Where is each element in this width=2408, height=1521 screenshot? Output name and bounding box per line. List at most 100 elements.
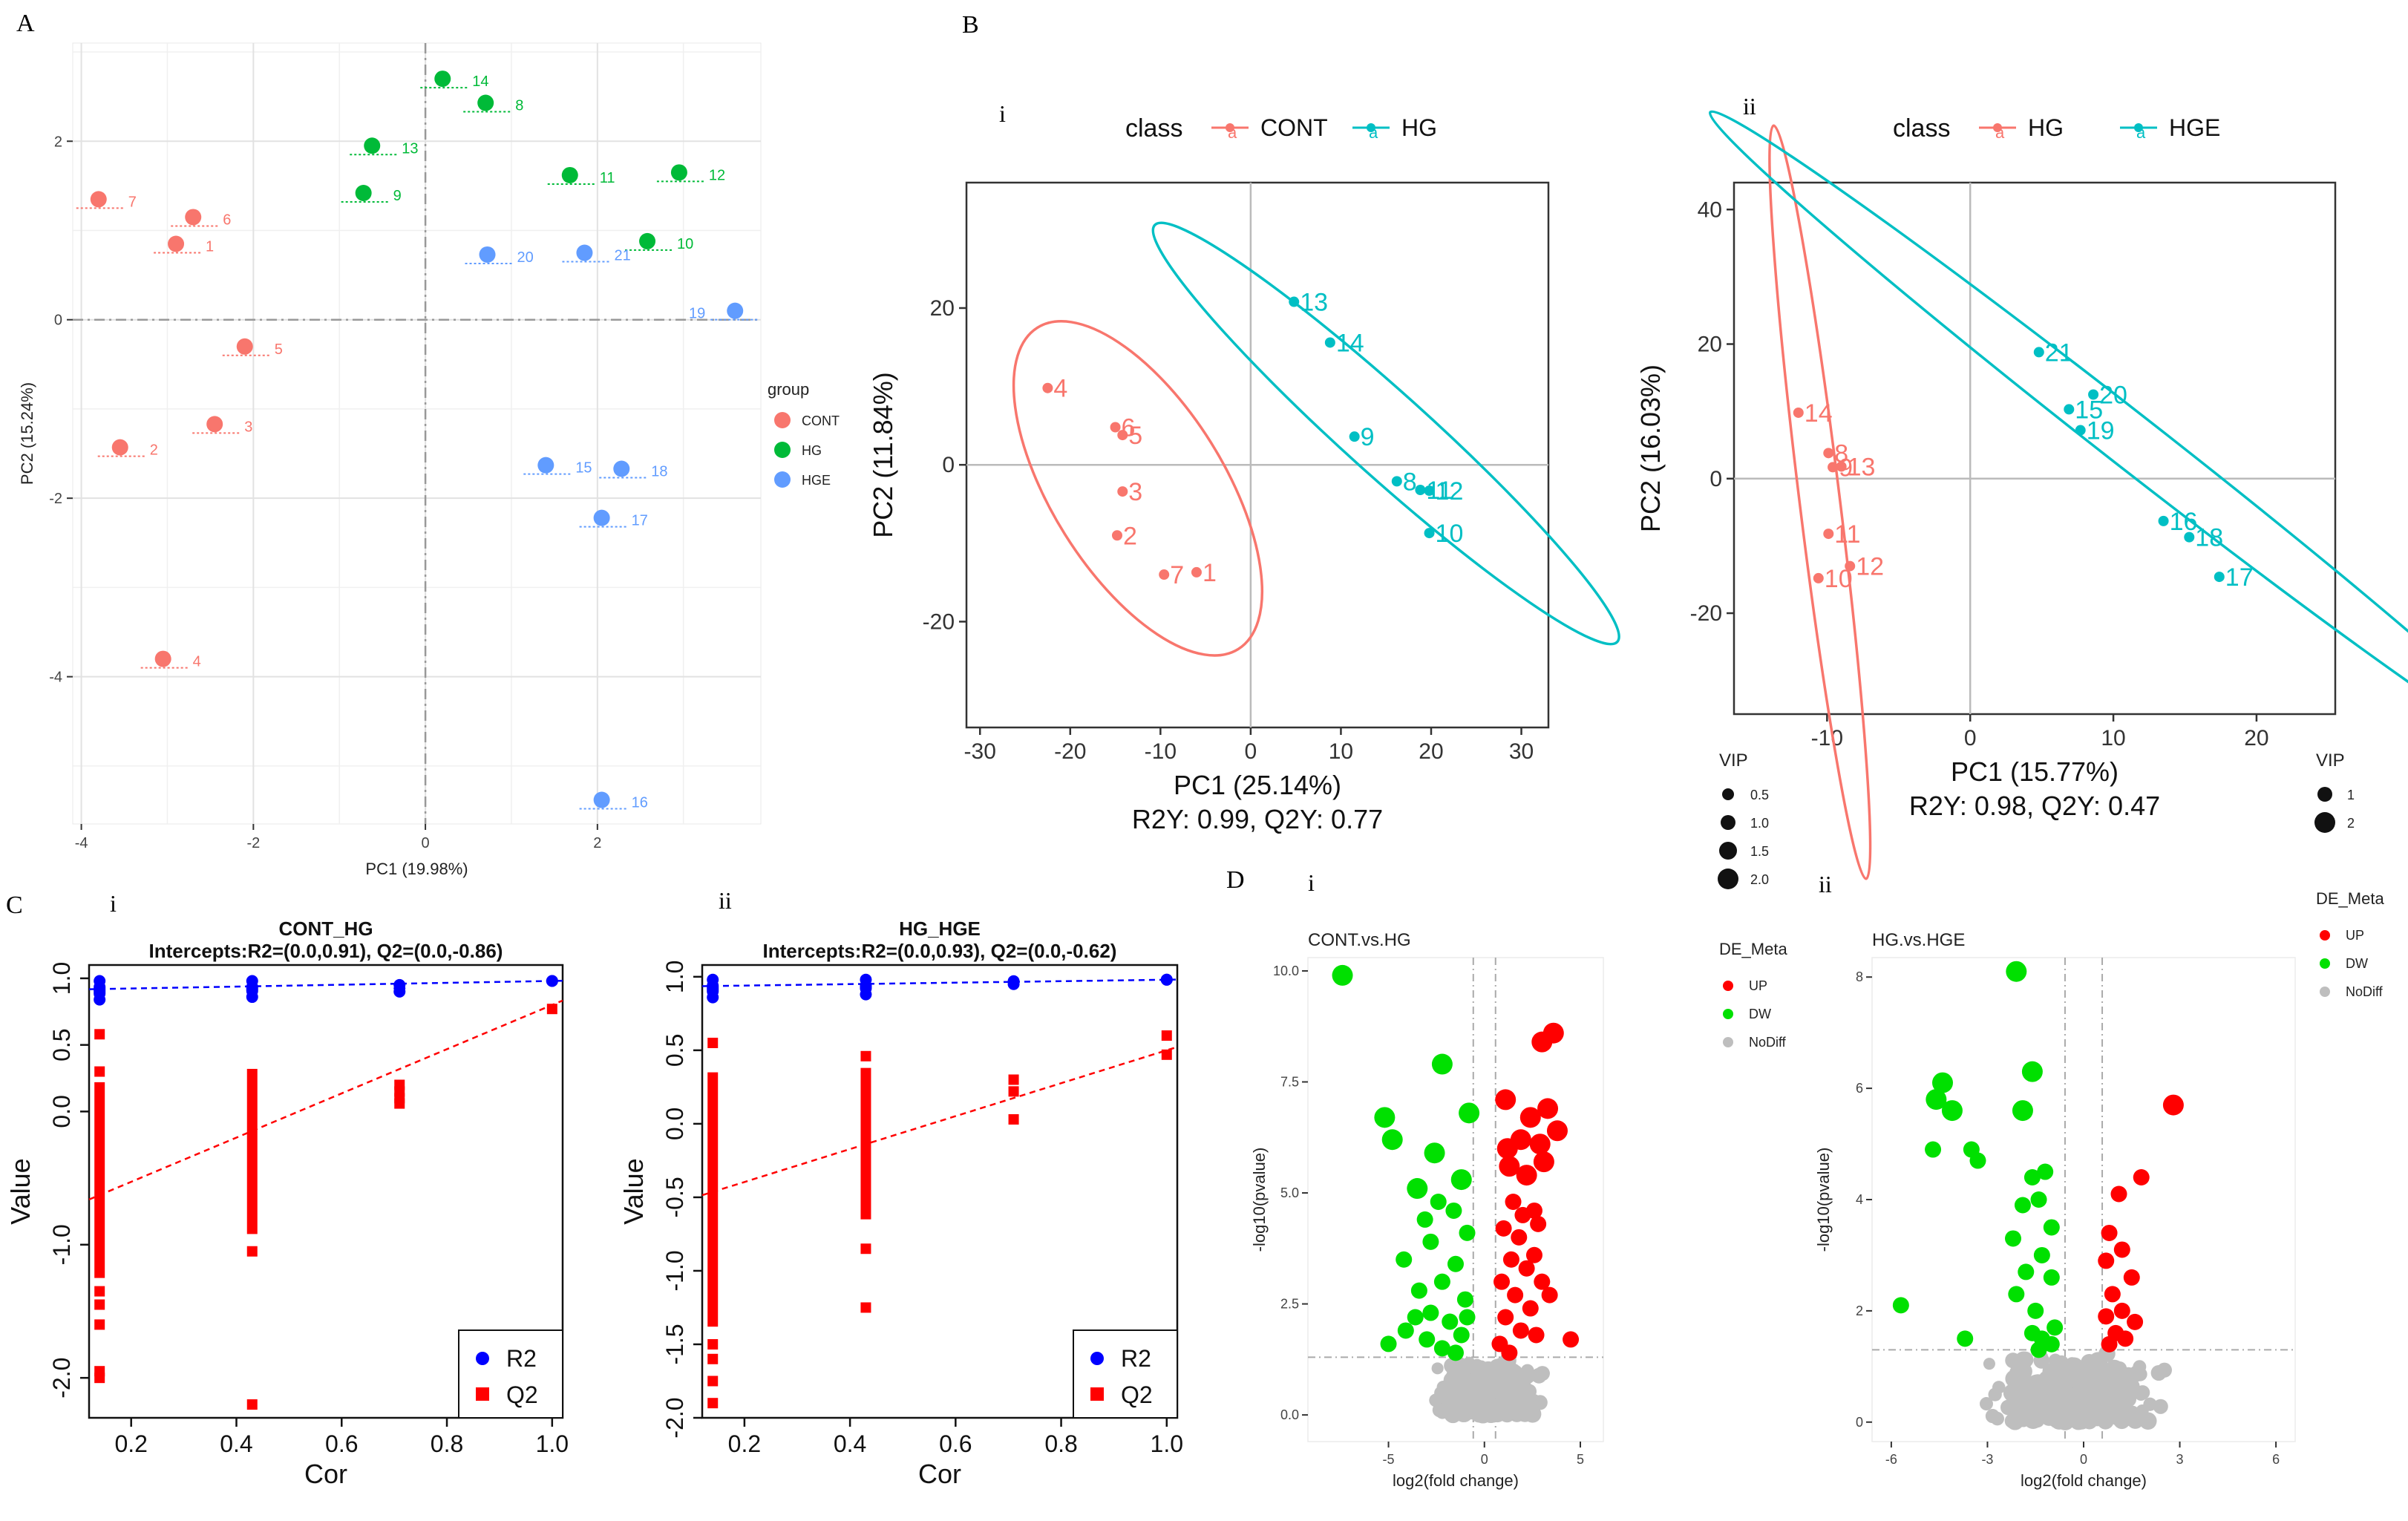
legend-box-Ci bbox=[458, 1329, 563, 1419]
point-label-Bi: 2 bbox=[1123, 522, 1137, 550]
legend-label-Cii: Q2 bbox=[1121, 1381, 1153, 1408]
x-tick-label-Ci: 0.6 bbox=[325, 1430, 358, 1457]
sublabel-b-i: i bbox=[999, 100, 1006, 127]
dw-point-Dii bbox=[2030, 1341, 2047, 1358]
q2-point-Cii bbox=[860, 1050, 871, 1062]
r2-point-Ci bbox=[94, 975, 106, 987]
dw-point-Di bbox=[1431, 1053, 1453, 1075]
dw-point-Di bbox=[1453, 1327, 1470, 1344]
up-point-Dii bbox=[2101, 1224, 2118, 1241]
point-Bii-12 bbox=[1845, 560, 1856, 572]
up-point-Dii bbox=[2098, 1252, 2115, 1269]
dw-point-Di bbox=[1332, 964, 1353, 986]
dw-point-Di bbox=[1450, 1169, 1472, 1191]
x-tick-label-a: 2 bbox=[593, 835, 601, 851]
point-label-Bi: 10 bbox=[1436, 520, 1464, 548]
x-tick-label-Ci: 0.8 bbox=[431, 1430, 463, 1457]
legend-label-a: CONT bbox=[802, 413, 840, 428]
q2-point-Cii bbox=[707, 1398, 719, 1409]
sublabel-d-ii: ii bbox=[1819, 871, 1832, 897]
dw-point-Dii bbox=[1941, 1100, 1963, 1122]
y-tick-label-Dii: 0 bbox=[1856, 1415, 1863, 1430]
legend-key-r2-Ci bbox=[476, 1352, 489, 1365]
up-point-Di bbox=[1499, 1156, 1520, 1177]
dw-point-Di bbox=[1422, 1304, 1439, 1321]
y-axis-label-Dii: -log10(pvalue) bbox=[1814, 1148, 1833, 1252]
legend-dot-Bii bbox=[2134, 123, 2143, 132]
point-label-a: 2 bbox=[150, 442, 158, 459]
y-tick-label-Cii: -1.5 bbox=[661, 1324, 688, 1364]
dw-point-Di bbox=[1380, 1335, 1397, 1352]
y-tick-label-Cii: 1.0 bbox=[661, 961, 688, 993]
dw-point-Di bbox=[1422, 1233, 1439, 1250]
q2-point-Cii bbox=[860, 1302, 871, 1313]
point-a-13 bbox=[364, 137, 381, 154]
nodiff-point-Di bbox=[1442, 1382, 1461, 1401]
nodiff-point-Dii bbox=[2017, 1415, 2030, 1427]
point-a-20 bbox=[479, 246, 496, 263]
point-label-Bii: 16 bbox=[2170, 508, 2198, 536]
nodiff-point-Dii bbox=[2112, 1395, 2130, 1414]
x-axis-label-Bii: PC1 (15.77%) bbox=[1951, 756, 2119, 787]
de-legend-title-Dii: DE_Meta bbox=[2316, 889, 2384, 908]
point-label-a: 13 bbox=[402, 140, 418, 157]
dw-point-Di bbox=[1416, 1211, 1433, 1228]
r2-regression-line-Cii bbox=[701, 978, 1178, 987]
x-tick-label-Bi: 30 bbox=[1509, 739, 1534, 764]
legend-label-Bii: HGE bbox=[2169, 114, 2220, 141]
dw-point-Di bbox=[1381, 1129, 1403, 1151]
q2-point-Ci bbox=[94, 1029, 105, 1040]
point-a-4 bbox=[154, 650, 171, 667]
legend-glyph-Bi: a bbox=[1228, 123, 1237, 142]
up-point-Di bbox=[1507, 1286, 1524, 1304]
dw-point-Dii bbox=[2021, 1061, 2043, 1082]
legend-label-Ci: Q2 bbox=[506, 1381, 538, 1408]
r2-point-Cii bbox=[1007, 978, 1020, 990]
sublabel-d-i: i bbox=[1308, 869, 1315, 896]
panel-label-a: A bbox=[16, 10, 35, 37]
point-a-11 bbox=[561, 166, 578, 183]
dw-point-Dii bbox=[2043, 1335, 2060, 1352]
plot-frame-Bi bbox=[965, 181, 1550, 729]
legend-label-Ci: R2 bbox=[506, 1345, 537, 1372]
point-label-a: 21 bbox=[614, 248, 630, 264]
point-Bi-3 bbox=[1117, 486, 1128, 497]
x-axis-label-Di: log2(fold change) bbox=[1393, 1471, 1519, 1490]
vip-legend-label-Di: 0.5 bbox=[1750, 788, 1769, 802]
nodiff-point-Dii bbox=[2073, 1403, 2089, 1418]
r2-point-Ci bbox=[246, 991, 258, 1004]
up-point-Dii bbox=[2162, 1094, 2184, 1116]
point-a-10 bbox=[639, 232, 656, 249]
confidence-ellipse-Bi bbox=[1151, 221, 1620, 646]
point-label-a: 15 bbox=[575, 460, 592, 477]
point-label-Bii: 11 bbox=[1834, 520, 1860, 549]
point-a-12 bbox=[670, 164, 687, 181]
point-Bii-19 bbox=[2075, 425, 2086, 436]
dw-point-Di bbox=[1430, 1193, 1447, 1210]
point-Bii-15 bbox=[2064, 404, 2075, 415]
dw-point-Di bbox=[1396, 1251, 1413, 1268]
y-tick-label-Cii: -1.0 bbox=[661, 1250, 688, 1291]
point-Bi-1 bbox=[1191, 566, 1202, 578]
legend-title-a: group bbox=[768, 380, 809, 399]
x-tick-label-Di: -5 bbox=[1383, 1452, 1395, 1467]
legend-key-q2-Cii bbox=[1090, 1387, 1104, 1401]
up-point-Di bbox=[1495, 1089, 1517, 1111]
dw-point-Dii bbox=[1957, 1330, 1974, 1347]
vip-legend-key-Dii bbox=[2317, 787, 2332, 802]
q2-point-Cii bbox=[1008, 1086, 1019, 1097]
nodiff-point-Di bbox=[1485, 1398, 1500, 1413]
legend-key-q2-Ci bbox=[476, 1387, 489, 1401]
subtitle-Bi: R2Y: 0.99, Q2Y: 0.77 bbox=[1132, 804, 1383, 834]
vip-legend-label-Di: 2.0 bbox=[1750, 872, 1769, 887]
up-point-Dii bbox=[2104, 1286, 2121, 1303]
q2-point-Cii bbox=[1008, 1074, 1019, 1085]
chart-d-i-volcano: CONT.vs.HG -5 0 5 0.0 2.5 5.0 7.5 10.0 log2(fold … bbox=[1250, 750, 1787, 1490]
up-point-Di bbox=[1501, 1344, 1518, 1361]
dw-point-Dii bbox=[2037, 1163, 2054, 1180]
up-point-Di bbox=[1511, 1229, 1528, 1246]
point-a-2 bbox=[111, 439, 128, 456]
point-label-a: 9 bbox=[393, 188, 402, 204]
point-label-Bii: 21 bbox=[2045, 338, 2073, 367]
